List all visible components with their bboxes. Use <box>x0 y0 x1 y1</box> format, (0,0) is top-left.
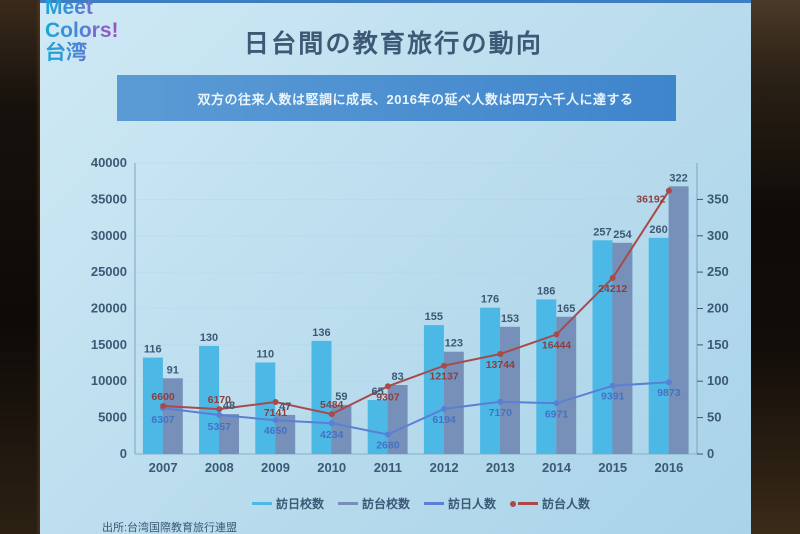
svg-text:30000: 30000 <box>91 228 127 243</box>
svg-text:350: 350 <box>707 191 729 206</box>
svg-text:5484: 5484 <box>320 399 344 411</box>
svg-text:136: 136 <box>312 327 330 339</box>
svg-text:2007: 2007 <box>149 460 178 475</box>
svg-text:2680: 2680 <box>376 440 400 452</box>
svg-text:176: 176 <box>481 294 499 306</box>
svg-text:6971: 6971 <box>545 408 569 420</box>
svg-text:100: 100 <box>707 373 729 388</box>
svg-text:110: 110 <box>256 349 274 361</box>
svg-text:13744: 13744 <box>486 359 515 371</box>
svg-text:150: 150 <box>707 337 729 352</box>
svg-text:2009: 2009 <box>261 460 290 475</box>
svg-text:2015: 2015 <box>598 460 627 475</box>
svg-text:7170: 7170 <box>489 407 513 419</box>
svg-text:2013: 2013 <box>486 460 515 475</box>
svg-text:300: 300 <box>707 228 729 243</box>
svg-text:322: 322 <box>669 172 687 184</box>
svg-text:35000: 35000 <box>91 191 127 206</box>
svg-text:4650: 4650 <box>264 425 288 437</box>
svg-text:116: 116 <box>144 344 162 356</box>
svg-text:254: 254 <box>613 229 632 241</box>
svg-text:5357: 5357 <box>208 421 232 433</box>
svg-text:155: 155 <box>425 311 443 323</box>
svg-text:6600: 6600 <box>151 391 175 403</box>
svg-text:15000: 15000 <box>91 337 127 352</box>
svg-text:9873: 9873 <box>657 387 681 399</box>
svg-text:20000: 20000 <box>91 301 127 316</box>
svg-text:250: 250 <box>707 264 729 279</box>
svg-text:6194: 6194 <box>432 414 456 426</box>
svg-text:83: 83 <box>391 371 403 383</box>
svg-text:16444: 16444 <box>542 339 571 351</box>
svg-text:36192: 36192 <box>636 194 665 206</box>
svg-text:6307: 6307 <box>151 414 175 426</box>
svg-text:130: 130 <box>200 332 218 344</box>
svg-text:0: 0 <box>120 446 127 461</box>
svg-text:153: 153 <box>501 313 519 325</box>
svg-text:2011: 2011 <box>374 460 402 475</box>
svg-text:9391: 9391 <box>601 391 625 403</box>
svg-text:12137: 12137 <box>429 371 458 383</box>
svg-text:2010: 2010 <box>317 460 346 475</box>
svg-text:40000: 40000 <box>91 155 127 170</box>
svg-text:9307: 9307 <box>376 391 400 403</box>
svg-text:2016: 2016 <box>654 460 683 475</box>
svg-text:6170: 6170 <box>208 394 232 406</box>
svg-text:4234: 4234 <box>320 429 344 441</box>
svg-text:24212: 24212 <box>598 283 627 295</box>
svg-text:25000: 25000 <box>91 264 127 279</box>
svg-text:165: 165 <box>557 303 575 315</box>
svg-text:257: 257 <box>593 226 611 238</box>
svg-text:186: 186 <box>537 285 555 297</box>
svg-text:91: 91 <box>167 364 179 376</box>
svg-text:2014: 2014 <box>542 460 572 475</box>
svg-text:5000: 5000 <box>98 410 127 425</box>
svg-text:0: 0 <box>707 446 714 461</box>
svg-text:7141: 7141 <box>264 407 288 419</box>
svg-text:50: 50 <box>707 410 721 425</box>
svg-text:123: 123 <box>445 338 463 350</box>
svg-text:10000: 10000 <box>91 373 127 388</box>
svg-text:260: 260 <box>649 224 667 236</box>
svg-text:200: 200 <box>707 301 729 316</box>
svg-text:2008: 2008 <box>205 460 234 475</box>
svg-text:2012: 2012 <box>430 460 459 475</box>
